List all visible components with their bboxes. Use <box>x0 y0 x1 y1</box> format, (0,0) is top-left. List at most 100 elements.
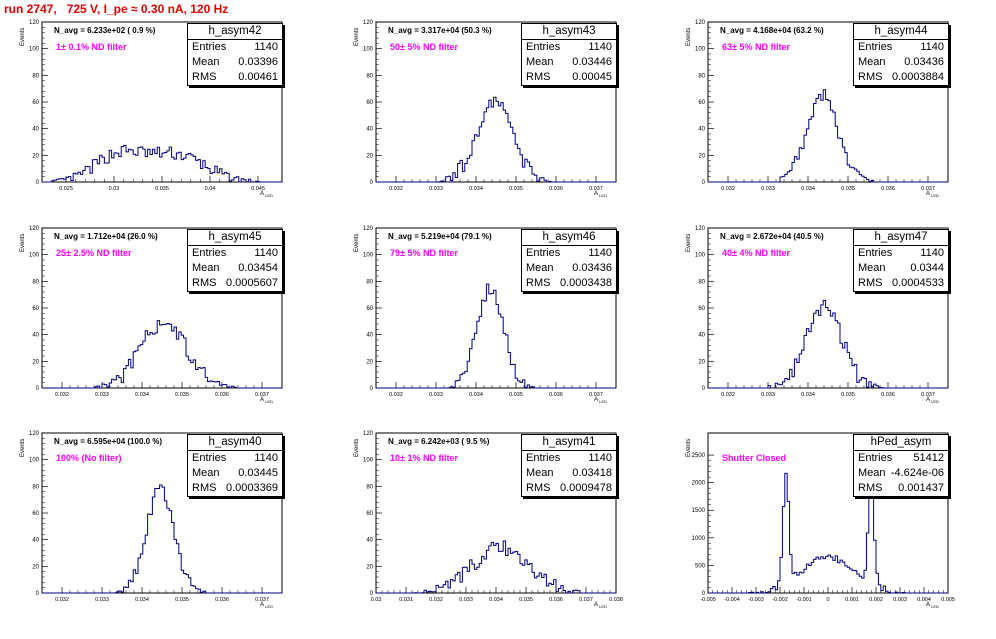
x-tick-label: 0.036 <box>549 186 563 192</box>
x-tick-label: 0.033 <box>95 597 109 603</box>
histogram-h_asym40: 0 20 40 60 80 100 120 0.032 0.033 0.034 0.035 0.036… <box>0 431 322 639</box>
stats-value: 0.03446 <box>572 56 612 68</box>
y-tick-label: 120 <box>695 226 706 232</box>
y-tick-label: 120 <box>695 20 706 26</box>
x-axis-title-sub: LED <box>930 399 939 405</box>
y-tick-label: 40 <box>366 333 373 339</box>
stats-row-entries: Entries 1140 <box>188 246 282 261</box>
stats-label: Entries <box>858 247 893 259</box>
y-tick-label: 40 <box>366 127 373 133</box>
x-axis-title-main: A <box>594 397 599 403</box>
stats-label: Entries <box>192 452 227 464</box>
x-tick-label: 0.032 <box>721 392 735 398</box>
stats-label: RMS <box>526 482 551 494</box>
x-tick-label: 0.035 <box>175 597 189 603</box>
stats-label: Mean <box>192 262 220 274</box>
n-avg-label: N_avg = 6.242e+03 ( 9.5 %) <box>388 437 490 446</box>
x-tick-label: 0 <box>826 597 829 603</box>
histogram-name: h_asym43 <box>522 24 616 40</box>
stats-row-mean: Mean -4.624e-06 <box>854 466 948 481</box>
histogram-plot: 0 20 40 60 80 100 120 0.032 0.033 0.034 0.035 0.036… <box>29 431 283 603</box>
y-tick-label: 20 <box>366 359 373 365</box>
filter-text: 10± 1% ND filter <box>390 453 458 463</box>
x-tick-label: 0.003 <box>893 597 907 603</box>
filter-label: 25± 2.5% ND filter <box>56 248 131 258</box>
y-axis-title: Events <box>354 438 360 457</box>
stats-box: h_asym42 Entries 1140 Mean 0.03396 RMS 0.00461 <box>187 23 283 86</box>
x-tick-label: 0.005 <box>941 597 955 603</box>
stats-label: Mean <box>858 56 886 68</box>
x-tick-label: 0.034 <box>489 597 503 603</box>
x-tick-label: 0.036 <box>549 392 563 398</box>
x-axis-title-main: A <box>926 397 931 403</box>
histogram-line <box>708 89 948 183</box>
x-tick-label: 0.045 <box>251 186 265 192</box>
x-tick-label: 0.033 <box>429 186 443 192</box>
histogram-h_asym41: 0 20 40 60 80 100 120 0.03 0.031 0.032 0.033 0.034 0… <box>334 431 656 639</box>
histogram-line <box>42 484 282 594</box>
x-axis-title: A LED <box>260 397 273 404</box>
stats-box: h_asym41 Entries 1140 Mean 0.03418 RMS 0.00094… <box>521 434 617 497</box>
y-tick-label: 80 <box>366 279 373 285</box>
histogram-name: h_asym41 <box>522 435 616 451</box>
stats-value: 0.0005607 <box>226 277 278 289</box>
y-tick-label: 60 <box>32 100 39 106</box>
stats-label: Entries <box>526 247 561 259</box>
y-tick-label: 100 <box>363 458 374 464</box>
x-tick-label: 0.032 <box>721 186 735 192</box>
stats-value: 1140 <box>920 247 944 259</box>
stats-label: RMS <box>858 482 883 494</box>
y-tick-label: 0 <box>702 591 706 597</box>
y-axis-title: Events <box>354 27 360 46</box>
histogram-line <box>42 320 282 389</box>
histogram-name: hPed_asym <box>854 435 948 451</box>
x-tick-label: 0.032 <box>389 186 403 192</box>
stats-row-rms: RMS 0.0003884 <box>854 70 948 85</box>
histogram-plot: 0 20 40 60 80 100 120 0.032 0.033 0.034 0.035 0.036… <box>695 20 949 192</box>
x-tick-label: 0.001 <box>845 597 859 603</box>
y-axis-title: Events <box>354 233 360 252</box>
stats-label: RMS <box>192 277 217 289</box>
stats-value: 0.00045 <box>572 71 612 83</box>
y-axis-title: Events <box>686 438 692 457</box>
x-tick-label: 0.034 <box>801 392 815 398</box>
x-tick-label: 0.035 <box>519 597 533 603</box>
x-tick-label: 0.04 <box>205 186 216 192</box>
y-tick-label: 0 <box>36 180 40 186</box>
stats-row-rms: RMS 0.001437 <box>854 481 948 496</box>
y-tick-label: 100 <box>363 253 374 259</box>
y-tick-label: 80 <box>366 484 373 490</box>
y-tick-label: 100 <box>29 253 40 259</box>
y-tick-label: 40 <box>32 333 39 339</box>
stats-row-rms: RMS 0.0005607 <box>188 276 282 291</box>
x-axis-title-sub: LED <box>930 193 939 199</box>
y-tick-label: 20 <box>32 564 39 570</box>
histogram-name: h_asym44 <box>854 24 948 40</box>
y-tick-label: 1000 <box>692 536 706 542</box>
filter-text: 79± 5% ND filter <box>390 248 458 258</box>
histogram-h_asym43: 0 20 40 60 80 100 120 0.032 0.033 0.034 0.035 0.036… <box>334 20 656 228</box>
stats-value: 51412 <box>913 452 944 464</box>
y-tick-label: 100 <box>695 253 706 259</box>
y-tick-label: 1500 <box>692 508 706 514</box>
histogram-plot: 0 20 40 60 80 100 120 0.03 0.031 0.032 0.033 0.034 0… <box>363 431 623 603</box>
x-tick-label: 0.004 <box>917 597 931 603</box>
x-tick-label: 0.035 <box>841 186 855 192</box>
x-axis-title: A LED <box>260 191 273 198</box>
x-tick-label: 0.034 <box>469 392 483 398</box>
y-tick-label: 120 <box>29 20 40 26</box>
x-tick-label: 0.033 <box>459 597 473 603</box>
y-tick-label: 0 <box>702 180 706 186</box>
stats-value: 0.0003438 <box>560 277 612 289</box>
x-tick-label: 0.033 <box>761 392 775 398</box>
y-tick-label: 0 <box>36 591 40 597</box>
stats-box: hPed_asym Entries 51412 Mean -4.624e-06 RMS 0.… <box>853 434 949 497</box>
y-tick-label: 80 <box>366 73 373 79</box>
x-tick-label: 0.03 <box>109 186 120 192</box>
y-tick-label: 0 <box>370 180 374 186</box>
filter-label: 40± 4% ND filter <box>722 248 790 258</box>
x-tick-label: 0.033 <box>95 392 109 398</box>
y-tick-label: 20 <box>698 359 705 365</box>
y-tick-label: 80 <box>698 279 705 285</box>
histogram-h_asym44: 0 20 40 60 80 100 120 0.032 0.033 0.034 0.035 0.036… <box>666 20 988 228</box>
